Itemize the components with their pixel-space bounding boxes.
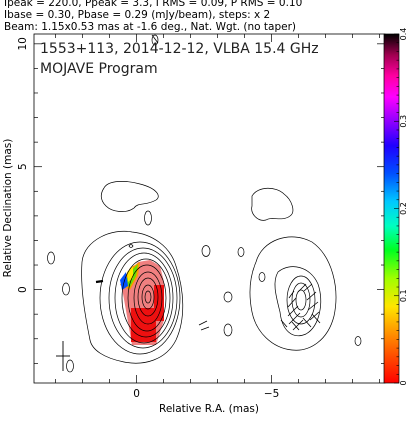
colorbar-tick-label: 0.3 (399, 115, 408, 128)
evpa-tick (302, 317, 312, 328)
source-annotation: 1553+113, 2014-12-12, VLBA 15.4 GHz (40, 41, 319, 57)
core-contour-9 (141, 284, 155, 310)
y-axis-ticks: 0 5 10 (17, 37, 385, 364)
contour-blob-small-10 (66, 359, 74, 373)
jet-contour-4 (291, 282, 311, 318)
contour-blob-small-1 (144, 210, 152, 226)
core-contour-6 (127, 264, 167, 332)
y-tick-label: 0 (17, 286, 29, 293)
contour-blob-small-3 (62, 282, 70, 296)
isolated-contours (47, 34, 362, 373)
header-line-2: Ibase = 0.30, Pbase = 0.29 (mJy/beam), s… (4, 9, 271, 21)
program-annotation: MOJAVE Program (40, 61, 158, 77)
contour-blob-tiny (128, 244, 134, 248)
core-contour-4 (114, 252, 174, 344)
core-contour-2 (99, 241, 181, 355)
jet-contour-outer (249, 236, 337, 351)
evpa-tick (151, 34, 159, 44)
contour-blob-small-2 (47, 251, 55, 265)
evpa-tick (280, 319, 288, 328)
core-contour-8 (137, 277, 159, 317)
evpa-tick (291, 321, 300, 331)
evpa-tick (297, 283, 307, 293)
colorbar-tick-label: 0.2 (399, 202, 408, 215)
contour-blob-small-6 (258, 272, 266, 282)
colorbar-ticks: 0 0.1 0.2 0.3 0.4 (394, 28, 408, 386)
core-contour-3 (108, 247, 178, 349)
evpa-tick (311, 313, 321, 324)
jet-contour-5 (295, 289, 307, 311)
evpa-tick (307, 301, 319, 311)
header-line-3: Beam: 1.15x0.53 mas at -1.6 deg., Nat. W… (4, 21, 297, 33)
plot-frame (33, 33, 386, 384)
core-contour-10 (144, 290, 152, 304)
colorbar-tick-label: 0.4 (399, 28, 408, 41)
beam-marker (56, 341, 70, 371)
x-axis-ticks: 0 −5 (55, 34, 380, 400)
y-tick-label: 10 (17, 37, 29, 50)
evpa-ticks (95, 34, 321, 331)
evpa-tick (200, 326, 210, 331)
evpa-tick (288, 312, 301, 325)
x-tick-label: −5 (264, 388, 279, 400)
core-contours (81, 230, 184, 364)
y-tick-label: 5 (17, 163, 29, 170)
contour-blob-small-8 (223, 323, 233, 337)
contour-blob-small-7 (223, 291, 233, 303)
core-contour-outer (81, 230, 184, 364)
header-line-1: Ipeak = 220.0, Ppeak = 3.3, I RMS = 0.09… (4, 0, 303, 9)
jet-contour-3 (286, 275, 316, 325)
fpol-red-region-right (154, 285, 164, 321)
evpa-tick (198, 320, 208, 326)
evpa-tick (309, 311, 320, 321)
y-axis-label: Relative Declination (mas) (2, 139, 14, 278)
jet-contour-2 (274, 266, 321, 336)
evpa-tick (287, 305, 299, 317)
evpa-tick (303, 283, 313, 292)
contour-blob-small-4 (201, 245, 211, 257)
evpa-tick (288, 290, 295, 299)
core-contour-7 (133, 271, 163, 325)
contour-blob-small-9 (354, 336, 362, 346)
evpa-tick (306, 291, 317, 301)
contour-blob-top (151, 34, 159, 46)
core-contour-5 (121, 258, 171, 338)
jet-contours (249, 236, 337, 351)
evpa-tick (292, 319, 304, 331)
evpa-tick (95, 279, 104, 284)
x-axis-label: Relative R.A. (mas) (159, 403, 259, 415)
colorbar-tick-label: 0.1 (399, 289, 408, 302)
evpa-tick (287, 297, 297, 308)
contour-blob-north-right (251, 187, 294, 221)
contour-blob-small-5 (237, 247, 245, 257)
colorbar-tick-label: 0 (399, 380, 408, 385)
contour-blob-north-left (100, 181, 159, 212)
x-tick-label: 0 (133, 388, 140, 400)
